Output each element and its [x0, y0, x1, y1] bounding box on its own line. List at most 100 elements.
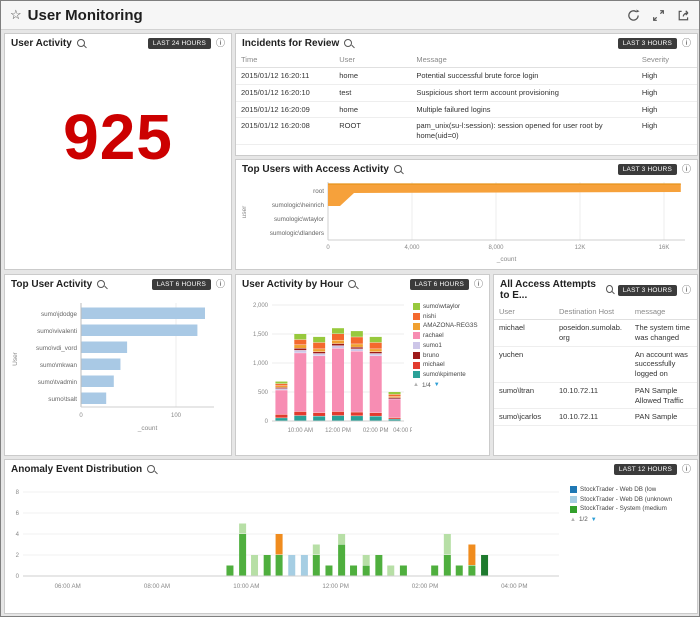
table-row[interactable]: 2015/01/12 16:20:10 test Suspicious short … — [236, 84, 697, 102]
svg-text:sumo\tsalt: sumo\tsalt — [48, 396, 77, 403]
table-cell: 10.10.72.11 — [554, 408, 630, 426]
info-icon[interactable]: ⓘ — [681, 464, 691, 474]
svg-text:10:00 AM: 10:00 AM — [233, 583, 259, 590]
time-range-badge: LAST 24 HOURS — [147, 38, 211, 49]
column-header: Severity — [636, 52, 697, 68]
panel-anomaly-distribution: Anomaly Event Distribution LAST 12 HOURS… — [4, 459, 698, 614]
svg-text:sumologic\dlanders: sumologic\dlanders — [270, 230, 324, 237]
legend-item[interactable]: StockTrader - Web DB (unknown — [570, 496, 694, 503]
chart-svg: 0 2 4 6 8 06:00 AM 08:00 AM 10:00 AM 12:00 PM 02:… — [16, 490, 559, 590]
user-activity-by-hour-chart[interactable]: 0 500 1,000 1,500 2,000 10:00 AM 12:00 PM 02:00… — [238, 299, 419, 450]
table-row[interactable]: yuchen An account was successfully logged… — [494, 346, 697, 383]
header-actions — [627, 8, 690, 22]
chart-svg: 0 100 sumo\jdodge sumo\vivalenti sumo\vdi_vo… — [12, 303, 214, 432]
legend-item[interactable]: rachael — [413, 332, 485, 340]
svg-text:root: root — [313, 188, 324, 195]
table-cell: The system time was changed — [629, 319, 697, 347]
svg-text:User: User — [12, 351, 19, 366]
info-icon[interactable]: ⓘ — [215, 38, 225, 48]
search-icon[interactable] — [76, 38, 85, 47]
chart-legend: sumo\wtaylor nishi AMAZONA-REG3S rachael sum… — [413, 303, 485, 389]
column-header: message — [629, 304, 697, 320]
legend-item[interactable]: StockTrader - System (medium — [570, 505, 694, 513]
svg-text:500: 500 — [258, 390, 269, 396]
panel-header: Top Users with Access Activity LAST 3 HO… — [236, 160, 697, 178]
svg-text:2: 2 — [16, 553, 20, 559]
share-icon[interactable] — [677, 9, 690, 22]
page-down-icon[interactable]: ▼ — [433, 382, 440, 389]
table-cell: michael — [494, 319, 554, 347]
search-icon[interactable] — [348, 279, 357, 288]
table-cell: test — [334, 84, 412, 102]
info-icon[interactable]: ⓘ — [681, 164, 691, 174]
table-row[interactable]: 2015/01/12 16:20:09 home Multiple failured… — [236, 101, 697, 119]
panel-title: Top User Activity — [11, 279, 93, 290]
favorite-star-icon[interactable]: ☆ — [10, 7, 22, 22]
search-icon[interactable] — [147, 464, 156, 473]
legend-label: StockTrader - Web DB (low — [580, 486, 657, 493]
table-cell: 2015/01/12 16:20:08 — [236, 117, 335, 145]
refresh-icon[interactable] — [627, 8, 640, 22]
legend-item[interactable]: nishi — [413, 313, 485, 320]
legend-swatch — [413, 312, 420, 320]
table-row[interactable]: 2015/01/12 16:20:11 home Potential success… — [236, 67, 697, 85]
legend-label: StockTrader - Web DB (unknown — [580, 495, 673, 503]
search-icon[interactable] — [393, 164, 402, 173]
anomaly-distribution-chart[interactable]: 0 2 4 6 8 06:00 AM 08:00 AM 10:00 AM 12:00 PM 02:… — [7, 484, 567, 607]
search-icon[interactable] — [344, 38, 353, 47]
info-icon[interactable]: ⓘ — [473, 279, 483, 289]
info-icon[interactable]: ⓘ — [215, 279, 225, 289]
svg-text:0: 0 — [326, 245, 330, 251]
panel-title: User Activity — [11, 38, 72, 49]
legend-pagination: ▲ 1/2 ▼ — [570, 516, 694, 523]
column-header: User — [334, 52, 412, 68]
table-cell: Potential successful brute force login — [411, 67, 637, 85]
all-access-table: User Destination Host message michael poseid… — [494, 304, 697, 426]
table-row[interactable]: sumo\ltran 10.10.72.11 PAN Sample Allowed … — [494, 382, 697, 410]
panel-title: Incidents for Review — [242, 38, 340, 49]
panel-title: Top Users with Access Activity — [242, 164, 389, 175]
info-icon[interactable]: ⓘ — [681, 284, 691, 295]
legend-label: StockTrader - System (medium — [580, 505, 667, 513]
info-icon[interactable]: ⓘ — [681, 38, 691, 48]
svg-text:2,000: 2,000 — [253, 303, 269, 309]
legend-swatch — [413, 371, 420, 379]
svg-text:sumologic\heinrich: sumologic\heinrich — [272, 202, 325, 209]
search-icon[interactable] — [605, 285, 613, 293]
search-icon[interactable] — [97, 279, 106, 288]
table-row[interactable]: 2015/01/12 16:20:08 ROOT pam_unix(su-l:ses… — [236, 117, 697, 145]
table-cell: High — [636, 101, 697, 119]
legend-item[interactable]: bruno — [413, 352, 485, 359]
table-cell: High — [636, 67, 697, 85]
column-header: Destination Host — [554, 304, 630, 320]
table-row[interactable]: michael poseidon.sumolab.org The system ti… — [494, 319, 697, 347]
top-users-access-chart[interactable]: 0 4,000 8,000 12K 16K root sumologic\heinrich s… — [238, 180, 693, 269]
table-row[interactable]: sumo\jcarlos 10.10.72.11 PAN Sample — [494, 408, 697, 426]
legend-item[interactable]: sumo1 — [413, 342, 485, 350]
legend-label: bruno — [423, 351, 440, 359]
legend-label: nishi — [423, 312, 436, 320]
legend-label: sumo\kpimente — [423, 371, 466, 379]
page-down-icon[interactable]: ▼ — [590, 516, 597, 523]
page-up-icon[interactable]: ▲ — [413, 382, 419, 389]
svg-text:sumo\vdi_vord: sumo\vdi_vord — [36, 345, 77, 352]
top-user-activity-chart[interactable]: 0 100 sumo\jdodge sumo\vivalenti sumo\vdi_vo… — [9, 299, 221, 446]
svg-text:02:00 PM: 02:00 PM — [363, 428, 389, 434]
legend-item[interactable]: michael — [413, 361, 485, 369]
expand-icon[interactable] — [652, 9, 665, 22]
legend-swatch — [413, 361, 420, 369]
table-cell: home — [334, 101, 412, 119]
legend-swatch — [413, 342, 420, 350]
legend-label: sumo\wtaylor — [423, 303, 461, 310]
legend-item[interactable]: AMAZONA-REG3S — [413, 322, 485, 330]
table-cell: 2015/01/12 16:20:11 — [236, 67, 335, 85]
svg-text:12:00 PM: 12:00 PM — [325, 428, 351, 434]
page-up-icon[interactable]: ▲ — [570, 516, 576, 523]
table-cell: High — [636, 117, 697, 145]
legend-item[interactable]: StockTrader - Web DB (low — [570, 486, 694, 494]
table-cell: sumo\jcarlos — [494, 408, 554, 426]
panel-header: User Activity LAST 24 HOURS ⓘ — [5, 34, 231, 52]
legend-item[interactable]: sumo\kpimente — [413, 371, 485, 379]
legend-item[interactable]: sumo\wtaylor — [413, 303, 485, 311]
table-cell: An account was successfully logged on — [629, 346, 697, 383]
